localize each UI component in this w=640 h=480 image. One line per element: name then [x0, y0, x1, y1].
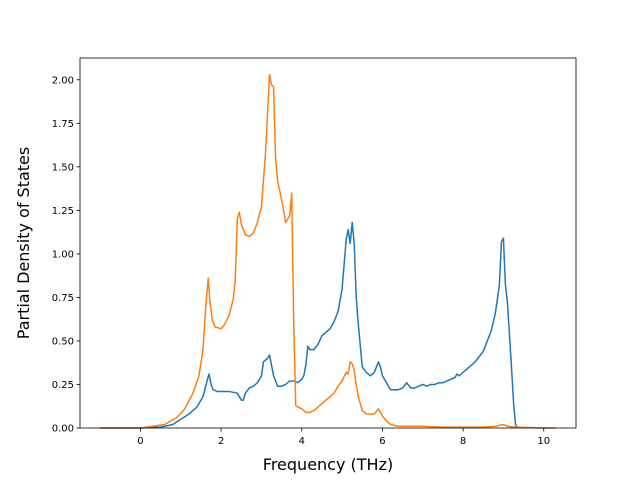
x-tick-label: 0	[137, 436, 143, 447]
series-layer	[100, 73, 556, 429]
series-line-1	[100, 221, 519, 429]
y-tick-label: 0.25	[52, 380, 74, 391]
series-line-2	[100, 73, 556, 429]
x-tick-label: 10	[537, 436, 550, 447]
x-tick-label: 4	[299, 436, 305, 447]
y-tick-label: 0.50	[52, 336, 74, 347]
x-axis-label: Frequency (THz)	[263, 455, 393, 474]
y-tick-label: 1.75	[52, 119, 74, 130]
y-tick-label: 1.00	[52, 249, 74, 260]
y-tick-label: 0.75	[52, 293, 74, 304]
y-tick-label: 0.00	[52, 424, 74, 435]
x-axis-ticks: 0 2 4 6 8 10	[137, 428, 550, 447]
plot-background	[80, 58, 576, 428]
y-axis-ticks: 0.00 0.25 0.50 0.75 1.00 1.25 1.50 1.75 2.00	[52, 75, 80, 435]
x-tick-label: 2	[218, 436, 224, 447]
y-tick-label: 2.00	[52, 75, 74, 86]
y-axis-label: Partial Density of States	[14, 147, 33, 339]
plot-area	[79, 57, 577, 429]
y-tick-label: 1.25	[52, 206, 74, 217]
y-tick-label: 1.50	[52, 162, 74, 173]
x-tick-label: 6	[379, 436, 385, 447]
x-tick-label: 8	[460, 436, 466, 447]
plot-frame	[79, 57, 577, 429]
